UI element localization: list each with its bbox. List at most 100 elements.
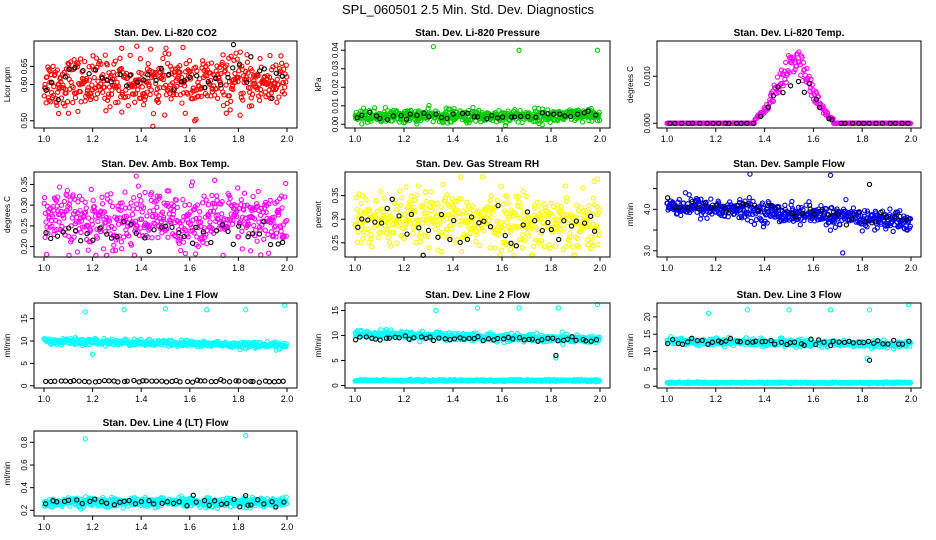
data-point bbox=[101, 209, 108, 215]
data-point bbox=[181, 233, 187, 240]
data-point bbox=[267, 197, 273, 204]
data-point bbox=[413, 239, 419, 246]
points-group bbox=[41, 41, 290, 129]
data-point bbox=[378, 189, 384, 195]
data-point bbox=[849, 120, 856, 126]
data-point bbox=[74, 249, 81, 255]
data-point bbox=[426, 102, 432, 109]
data-point bbox=[146, 223, 152, 229]
data-point bbox=[412, 117, 418, 123]
x-tick-label: 1.8 bbox=[545, 263, 558, 273]
data-point bbox=[284, 217, 290, 224]
data-point bbox=[424, 198, 430, 205]
data-point bbox=[539, 117, 545, 123]
data-point bbox=[142, 94, 149, 100]
data-point bbox=[105, 94, 111, 100]
data-point bbox=[385, 234, 391, 241]
data-point bbox=[149, 235, 155, 241]
y-tick-label: 0.35 bbox=[20, 176, 29, 192]
data-point bbox=[207, 219, 213, 225]
data-point bbox=[797, 222, 803, 228]
y-tick-label: 5 bbox=[331, 358, 340, 363]
data-point bbox=[193, 116, 199, 123]
data-point bbox=[873, 120, 879, 126]
data-point bbox=[112, 99, 119, 106]
data-point bbox=[434, 200, 440, 206]
data-point bbox=[166, 51, 172, 57]
data-point bbox=[138, 70, 144, 76]
data-point bbox=[43, 230, 49, 236]
data-point bbox=[417, 230, 424, 236]
data-point bbox=[117, 71, 123, 78]
data-point bbox=[596, 109, 602, 115]
data-point bbox=[85, 247, 91, 253]
data-point bbox=[470, 207, 476, 214]
data-point bbox=[171, 87, 177, 93]
data-point bbox=[185, 217, 191, 223]
data-point bbox=[180, 44, 186, 51]
data-point bbox=[122, 94, 129, 100]
data-point bbox=[100, 72, 106, 78]
data-point bbox=[250, 193, 256, 200]
x-tick-label: 1.8 bbox=[545, 134, 558, 144]
data-point bbox=[283, 62, 289, 68]
data-point bbox=[119, 109, 125, 115]
data-point bbox=[283, 180, 289, 187]
data-point bbox=[108, 79, 114, 85]
data-point bbox=[276, 207, 282, 213]
data-point bbox=[225, 228, 231, 235]
data-point bbox=[160, 55, 166, 62]
y-tick-label: 0.04 bbox=[331, 42, 340, 58]
y-tick-label: 4.0 bbox=[643, 203, 652, 215]
data-point bbox=[258, 205, 265, 212]
data-point bbox=[119, 200, 125, 206]
y-tick-label: 15 bbox=[331, 306, 340, 315]
data-point bbox=[223, 82, 229, 88]
data-point bbox=[417, 339, 423, 345]
data-point bbox=[79, 224, 85, 230]
data-point bbox=[579, 119, 586, 125]
data-point bbox=[420, 216, 427, 222]
data-point bbox=[50, 92, 57, 99]
data-point bbox=[44, 224, 50, 230]
data-point bbox=[95, 218, 101, 225]
data-point bbox=[249, 91, 256, 97]
data-point bbox=[416, 233, 422, 239]
data-point bbox=[77, 207, 83, 214]
data-point bbox=[475, 211, 482, 217]
data-point bbox=[279, 60, 285, 66]
data-point bbox=[90, 197, 96, 203]
outlier-point bbox=[89, 351, 96, 358]
x-tick-label: 1.2 bbox=[86, 134, 99, 144]
series-reference bbox=[43, 218, 286, 255]
x-tick-label: 1.6 bbox=[184, 263, 197, 273]
data-point bbox=[786, 69, 792, 76]
x-tick-label: 1.6 bbox=[184, 134, 197, 144]
y-tick-label: 0.30 bbox=[331, 211, 340, 227]
data-point bbox=[425, 227, 432, 234]
data-point bbox=[199, 200, 206, 206]
data-point bbox=[775, 84, 781, 90]
data-point bbox=[163, 379, 170, 385]
outlier-point bbox=[747, 171, 753, 177]
data-point bbox=[261, 236, 267, 242]
data-point bbox=[428, 189, 434, 195]
data-point bbox=[247, 85, 253, 91]
data-point bbox=[42, 234, 48, 241]
data-point bbox=[180, 196, 186, 203]
x-tick-label: 1.6 bbox=[807, 263, 820, 273]
data-point bbox=[72, 65, 78, 71]
data-point bbox=[472, 222, 478, 228]
data-point bbox=[162, 82, 169, 88]
data-point bbox=[279, 205, 285, 211]
data-point bbox=[244, 52, 250, 58]
data-point bbox=[173, 197, 179, 203]
data-point bbox=[255, 73, 261, 79]
data-point bbox=[456, 196, 462, 202]
data-point bbox=[148, 87, 154, 93]
data-point bbox=[117, 215, 123, 221]
data-point bbox=[227, 107, 233, 113]
data-point bbox=[274, 199, 280, 205]
data-point bbox=[152, 212, 159, 218]
